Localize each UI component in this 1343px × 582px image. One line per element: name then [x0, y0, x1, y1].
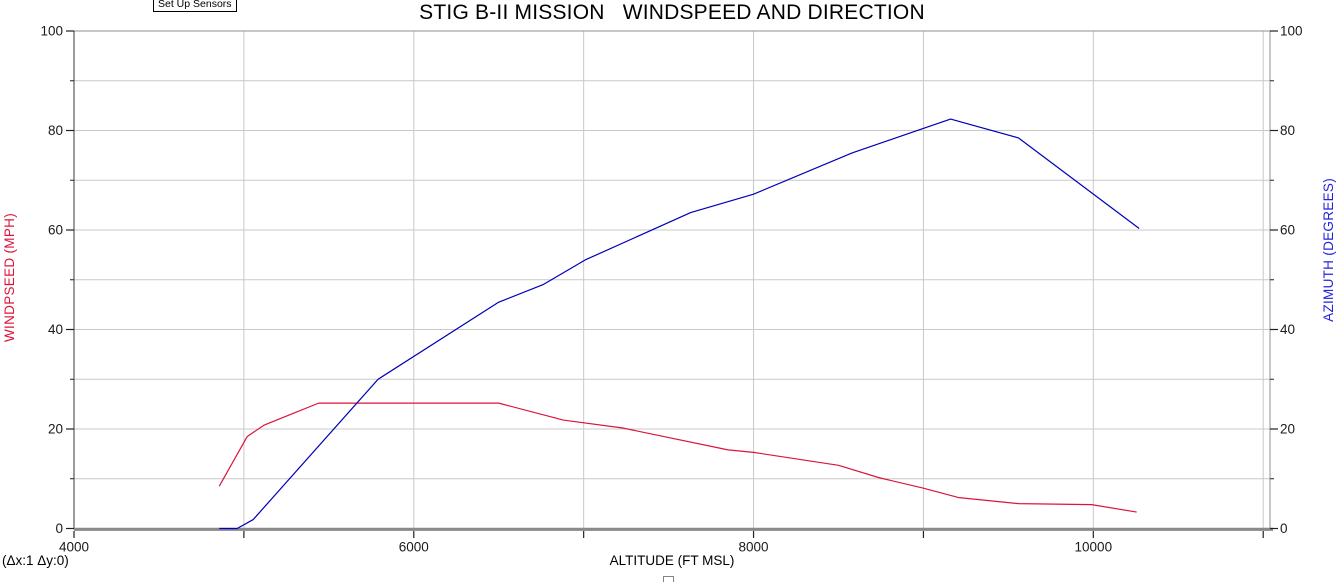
series-azimuth-line — [219, 118, 1140, 530]
axis-ticks — [66, 30, 1278, 538]
delta-cursor-readout: (Δx:1 Δy:0) — [2, 553, 69, 568]
chart-title: STIG B-II MISSION WINDSPEED AND DIRECTIO… — [419, 1, 925, 24]
left-tick-label: 20 — [48, 422, 63, 437]
series-windspeed-line — [218, 402, 1137, 513]
right-tick-label: 40 — [1280, 322, 1295, 337]
right-axis-label: AZIMUTH (DEGREES) — [1321, 178, 1336, 322]
x-tick-label: 4000 — [59, 540, 89, 555]
left-tick-label: 80 — [48, 123, 63, 138]
setup-sensors-button[interactable]: Set Up Sensors — [153, 0, 237, 12]
right-tick-label: 100 — [1280, 24, 1303, 39]
tick-labels: 0 20 40 60 80 100 0 20 40 60 80 100 4000 6000 8000 1000… — [40, 24, 1302, 555]
left-tick-label: 40 — [48, 322, 63, 337]
left-axis-label: WINDPSEED (MPH) — [2, 213, 17, 342]
gridlines — [74, 31, 1270, 529]
left-tick-label: 100 — [40, 24, 63, 39]
right-tick-label: 20 — [1280, 422, 1295, 437]
x-axis-label: ALTITUDE (FT MSL) — [609, 553, 735, 568]
right-tick-label: 0 — [1280, 521, 1288, 536]
left-tick-label: 60 — [48, 223, 63, 238]
x-tick-label: 6000 — [399, 540, 429, 555]
checkbox[interactable] — [663, 576, 674, 582]
left-tick-label: 0 — [55, 521, 63, 536]
right-tick-label: 60 — [1280, 223, 1295, 238]
x-tick-label: 10000 — [1075, 540, 1113, 555]
x-tick-label: 8000 — [739, 540, 769, 555]
right-tick-label: 80 — [1280, 123, 1295, 138]
